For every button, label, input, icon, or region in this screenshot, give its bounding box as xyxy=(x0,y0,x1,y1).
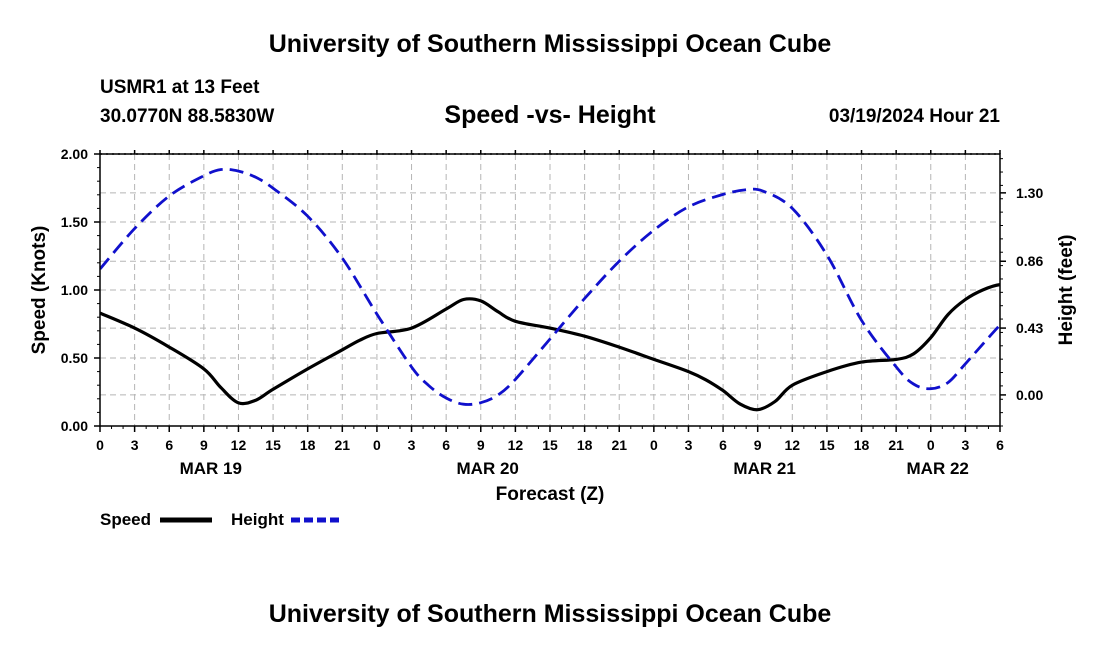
x-tick-label: 15 xyxy=(542,437,558,453)
y-axis-label-right: Height (feet) xyxy=(1056,235,1077,346)
x-tick-label: 15 xyxy=(265,437,281,453)
x-tick-label: 21 xyxy=(335,437,351,453)
x-tick-label: 3 xyxy=(961,437,969,453)
x-tick-label: 9 xyxy=(754,437,762,453)
y-axis-label-left: Speed (Knots) xyxy=(29,226,50,355)
y-left-tick-label: 1.50 xyxy=(61,214,88,230)
x-tick-label: 18 xyxy=(577,437,593,453)
station-coordinates: 30.0770N 88.5830W xyxy=(100,106,275,127)
x-tick-label: 18 xyxy=(300,437,316,453)
legend: Speed Height xyxy=(100,510,343,529)
x-tick-label: 21 xyxy=(888,437,904,453)
y-right-tick-label: 0.86 xyxy=(1016,253,1043,269)
x-tick-label: 3 xyxy=(131,437,139,453)
y-right-tick-label: 1.30 xyxy=(1016,185,1043,201)
series-layer xyxy=(100,167,1000,412)
x-tick-label: 12 xyxy=(508,437,524,453)
x-tick-label: 3 xyxy=(685,437,693,453)
forecast-datetime: 03/19/2024 Hour 21 xyxy=(828,106,1000,127)
y-right-tick-label: 0.43 xyxy=(1016,320,1043,336)
y-left-tick-label: 1.00 xyxy=(61,282,88,298)
x-tick-label: 15 xyxy=(819,437,835,453)
y-left-tick-label: 0.00 xyxy=(61,418,88,434)
x-tick-label: 0 xyxy=(373,437,381,453)
x-tick-label: 6 xyxy=(996,437,1004,453)
x-day-label: MAR 19 xyxy=(180,459,242,478)
grid-lines xyxy=(100,154,1000,426)
x-tick-label: 3 xyxy=(408,437,416,453)
chart-subtitle: Speed -vs- Height xyxy=(444,101,656,129)
x-tick-label: 9 xyxy=(477,437,485,453)
y-left-tick-label: 0.50 xyxy=(61,350,88,366)
x-tick-label: 9 xyxy=(200,437,208,453)
y-right-tick-label: 0.00 xyxy=(1016,387,1043,403)
legend-label-speed: Speed xyxy=(100,510,151,529)
x-tick-label: 18 xyxy=(854,437,870,453)
footer-title: University of Southern Mississippi Ocean… xyxy=(268,600,832,628)
x-tick-label: 12 xyxy=(231,437,247,453)
x-day-label: MAR 21 xyxy=(733,459,795,478)
station-label: USMR1 at 13 Feet xyxy=(100,77,260,98)
x-tick-label: 12 xyxy=(785,437,801,453)
x-tick-label: 6 xyxy=(442,437,450,453)
axes: 0 3 6 9 12 15 18 21 0 3 6 9 12 15 18 21 0 3 6 9 12 15 18 21 0 3 6 0… xyxy=(61,146,1044,478)
x-tick-label: 6 xyxy=(719,437,727,453)
series-line-height xyxy=(100,167,1000,406)
x-day-label: MAR 22 xyxy=(907,459,969,478)
x-tick-label: 0 xyxy=(927,437,935,453)
x-tick-label: 0 xyxy=(650,437,658,453)
x-tick-label: 21 xyxy=(611,437,627,453)
legend-label-height: Height xyxy=(231,510,284,529)
x-day-label: MAR 20 xyxy=(457,459,519,478)
x-axis-label: Forecast (Z) xyxy=(496,484,605,505)
series-line-speed xyxy=(100,282,1000,412)
x-tick-label: 6 xyxy=(165,437,173,453)
page-title: University of Southern Mississippi Ocean… xyxy=(268,30,832,58)
y-left-tick-label: 2.00 xyxy=(61,146,88,162)
x-tick-label: 0 xyxy=(96,437,104,453)
